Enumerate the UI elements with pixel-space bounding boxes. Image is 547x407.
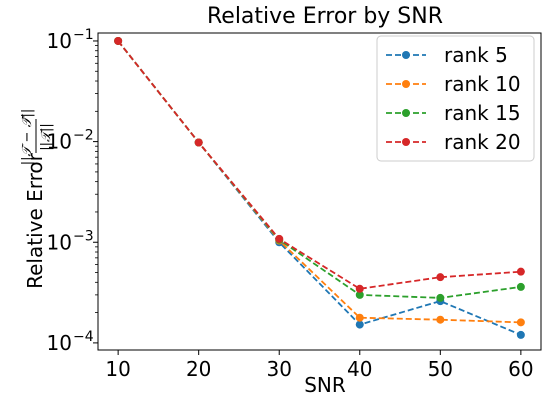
legend-marker-rank-5 bbox=[402, 51, 410, 59]
y-axis-title-label: Relative Error bbox=[23, 152, 47, 289]
data-point-rank-10-50 bbox=[436, 315, 445, 324]
y-axis-title-fraction-denominator: ||𝒯|| bbox=[39, 123, 54, 150]
plot-frame bbox=[97, 32, 542, 351]
x-tick-label-20: 20 bbox=[186, 357, 211, 381]
x-tick-label-10: 10 bbox=[105, 357, 130, 381]
y-axis-title-text: Relative Error bbox=[23, 152, 47, 289]
y-tick-label-−3: 10 bbox=[47, 230, 72, 254]
y-tick-label-−4: 10 bbox=[47, 331, 72, 355]
legend-label-rank-15: rank 15 bbox=[444, 101, 521, 125]
x-tick-label-30: 30 bbox=[267, 357, 292, 381]
x-tick-label-60: 60 bbox=[508, 357, 533, 381]
y-tick-label-−2: 10 bbox=[47, 130, 72, 154]
data-point-rank-10-60 bbox=[516, 318, 525, 327]
legend-label-rank-5: rank 5 bbox=[444, 43, 508, 67]
data-point-rank-5-40 bbox=[355, 320, 364, 329]
x-axis-title: SNR bbox=[304, 373, 346, 397]
y-tick-exponent-−1: −1 bbox=[73, 27, 94, 43]
data-point-rank-5-60 bbox=[516, 330, 525, 339]
data-point-rank-15-40 bbox=[355, 290, 364, 299]
data-point-rank-20-60 bbox=[516, 267, 525, 276]
legend-label-rank-10: rank 10 bbox=[444, 72, 521, 96]
y-axis-title: Relative Error ||𝒯 − 𝒯̂|| ||𝒯|| bbox=[20, 109, 54, 289]
legend-marker-rank-10 bbox=[402, 80, 410, 88]
y-tick-label-−1: 10 bbox=[47, 29, 72, 53]
series-line-rank-20 bbox=[117, 40, 521, 290]
x-tick-label-50: 50 bbox=[428, 357, 453, 381]
data-point-rank-20-10 bbox=[114, 36, 123, 45]
legend-marker-rank-15 bbox=[402, 109, 410, 117]
data-point-rank-20-50 bbox=[436, 273, 445, 282]
legend: rank 5 rank 10 rank 15 rank 20 bbox=[376, 35, 535, 162]
legend-label-rank-20: rank 20 bbox=[444, 130, 521, 154]
legend-marker-rank-20 bbox=[402, 138, 410, 146]
data-point-rank-20-20 bbox=[194, 138, 203, 147]
y-tick-exponent-−4: −4 bbox=[73, 329, 94, 345]
data-point-rank-15-50 bbox=[436, 293, 445, 302]
x-tick-label-40: 40 bbox=[347, 357, 372, 381]
y-tick-exponent-−3: −3 bbox=[73, 228, 94, 244]
data-point-rank-15-60 bbox=[516, 282, 525, 291]
y-tick-exponent-−2: −2 bbox=[73, 128, 94, 144]
chart-title: Relative Error by SNR bbox=[207, 4, 443, 29]
data-point-rank-20-30 bbox=[275, 234, 284, 243]
y-axis-title-fraction-numerator: ||𝒯 − 𝒯̂|| bbox=[20, 109, 35, 166]
data-point-rank-10-40 bbox=[355, 313, 364, 322]
legend-frame bbox=[376, 35, 535, 162]
data-point-rank-20-40 bbox=[355, 284, 364, 293]
